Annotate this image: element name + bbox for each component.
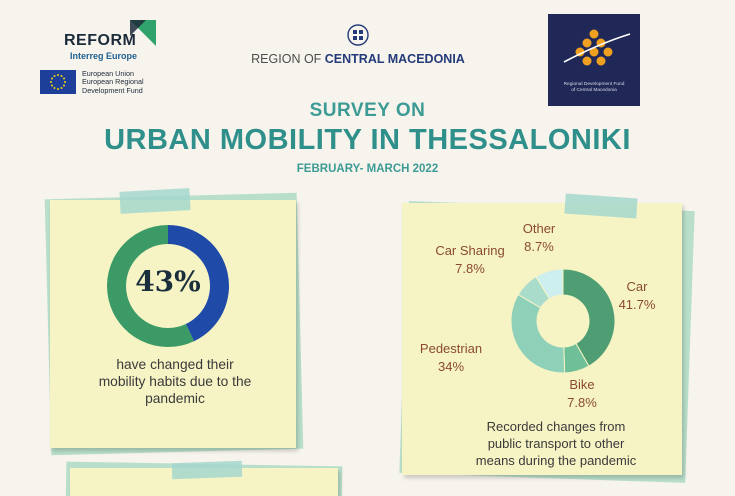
habits-caption-line-3: pandemic — [145, 391, 205, 406]
page-title: URBAN MOBILITY IN THESSALONIKI — [104, 124, 631, 156]
eu-logo-text: European Union European Regional Develop… — [82, 69, 144, 95]
label-other-value: 8.7% — [524, 239, 554, 254]
tape-3 — [171, 460, 243, 480]
rdf-text-line-2: of Central Macedonia — [571, 88, 617, 93]
habits-percent-label: 43% — [135, 265, 201, 298]
label-car: Car 41.7% — [604, 278, 670, 314]
region-logo-text: REGION OF CENTRAL MACEDONIA — [246, 52, 470, 66]
label-bike-value: 7.8% — [567, 395, 597, 410]
habits-caption-line-1: have changed their — [116, 357, 234, 372]
survey-heading: SURVEY ON — [309, 100, 426, 121]
rdf-logo-text: Regional Development Fund of Central Mac… — [552, 82, 636, 94]
label-car-sharing: Car Sharing 7.8% — [414, 242, 526, 278]
eu-text-line-3: Development Fund — [82, 85, 143, 95]
tape-1 — [119, 188, 191, 214]
reform-logo-subtext: Interreg Europe — [70, 51, 138, 61]
donut-slice-pedestrian — [510, 293, 566, 374]
donut-slice-changed — [168, 225, 229, 342]
habits-donut-chart — [107, 225, 229, 347]
label-car-name: Car — [626, 279, 648, 294]
eu-text-line-2: European Regional — [82, 77, 144, 87]
rdf-logo: Regional Development Fund of Central Mac… — [548, 14, 640, 106]
eu-flag-icon — [40, 70, 76, 94]
rdf-emblem-icon — [563, 29, 631, 66]
habits-caption: have changed their mobility habits due t… — [60, 356, 290, 407]
donut-slice-not-changed — [107, 225, 194, 347]
reform-mark-icon — [130, 20, 156, 46]
modes-donut-chart — [510, 268, 616, 374]
modes-caption-line-3: means during the pandemic — [475, 453, 637, 468]
modes-caption-line-1: Recorded changes from — [486, 419, 626, 434]
modes-caption-line-2: public transport to other — [487, 436, 625, 451]
reform-logo-text: REFORM — [64, 32, 137, 49]
region-name: CENTRAL MACEDONIA — [324, 52, 465, 66]
label-car-sharing-value: 7.8% — [455, 261, 485, 276]
habits-caption-line-2: mobility habits due to the — [98, 374, 252, 389]
label-pedestrian: Pedestrian 34% — [406, 340, 496, 376]
region-prefix: REGION OF — [251, 52, 325, 66]
rdf-text-line-1: Regional Development Fund — [563, 82, 625, 87]
label-bike-name: Bike — [569, 377, 595, 392]
label-other-name: Other — [522, 221, 556, 236]
region-logo: REGION OF CENTRAL MACEDONIA — [246, 24, 470, 68]
eu-logo: European Union European Regional Develop… — [40, 69, 180, 98]
greek-emblem-icon — [347, 24, 369, 46]
survey-date: FEBRUARY- MARCH 2022 — [296, 163, 439, 175]
label-pedestrian-name: Pedestrian — [419, 341, 483, 356]
reform-logo: REFORM Interreg Europe — [64, 18, 164, 62]
donut-slice-other — [535, 268, 564, 300]
modes-caption: Recorded changes from public transport t… — [456, 418, 656, 469]
label-bike: Bike 7.8% — [546, 376, 618, 412]
label-car-value: 41.7% — [618, 297, 656, 312]
label-other: Other 8.7% — [504, 220, 574, 256]
eu-text-line-1: European Union — [82, 69, 134, 78]
donut-slice-car — [562, 268, 616, 367]
label-car-sharing-name: Car Sharing — [435, 243, 505, 258]
label-pedestrian-value: 34% — [437, 359, 465, 374]
